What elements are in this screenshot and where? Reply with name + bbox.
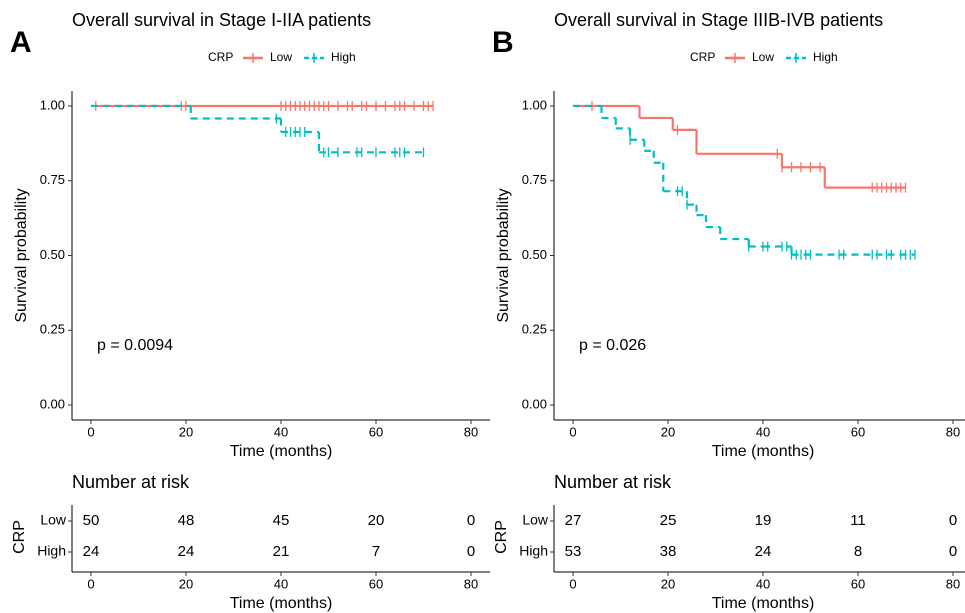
y-tick-label: 0.75 — [40, 172, 65, 187]
x-tick-label: 60 — [369, 576, 383, 591]
p-value: p = 0.026 — [579, 337, 646, 354]
y-axis-title: Survival probability — [13, 188, 30, 322]
x-tick-label: 0 — [569, 424, 576, 439]
risk-count: 7 — [372, 543, 380, 560]
risk-count: 50 — [83, 512, 100, 529]
y-tick-label: 0.25 — [40, 322, 65, 337]
survival-curve — [91, 104, 425, 158]
risk-count: 0 — [467, 543, 475, 560]
risk-count: 20 — [368, 512, 385, 529]
row-label: Low — [522, 512, 549, 528]
y-tick-label: 0.50 — [40, 247, 65, 262]
x-tick-label: 0 — [569, 576, 576, 591]
risk-count: 24 — [755, 543, 772, 560]
x-tick-label: 20 — [661, 576, 675, 591]
x-tick-label: 80 — [946, 424, 960, 439]
y-tick-label: 0.75 — [522, 172, 547, 187]
risk-count: 11 — [850, 512, 866, 529]
risk-count: 0 — [467, 512, 475, 529]
y-tick-label: 0.00 — [40, 396, 65, 411]
risk-table-title: Number at risk — [554, 472, 672, 492]
y-axis-title: Survival probability — [495, 188, 512, 322]
legend-label: High — [813, 50, 838, 64]
risk-count: 8 — [854, 543, 862, 560]
risk-count: 45 — [273, 512, 290, 529]
y-tick-label: 0.00 — [522, 396, 547, 411]
row-label: High — [519, 543, 548, 559]
x-tick-label: 40 — [274, 424, 288, 439]
x-tick-label: 80 — [464, 576, 478, 591]
x-tick-label: 20 — [179, 576, 193, 591]
x-axis-title: Time (months) — [230, 443, 333, 460]
y-tick-label: 1.00 — [40, 97, 65, 112]
legend-label: Low — [270, 50, 292, 64]
risk-count: 21 — [273, 543, 290, 560]
row-label: High — [37, 543, 66, 559]
legend-title: CRP — [208, 50, 233, 64]
x-tick-label: 20 — [661, 424, 675, 439]
panel-label: B — [492, 26, 514, 59]
chart-title: Overall survival in Stage I-IIA patients — [72, 10, 371, 30]
risk-count: 53 — [565, 543, 582, 560]
y-tick-label: 0.50 — [522, 247, 547, 262]
risk-count: 0 — [949, 512, 957, 529]
risk-table-title: Number at risk — [72, 472, 190, 492]
p-value: p = 0.0094 — [97, 337, 173, 354]
survival-curve — [573, 104, 916, 260]
table-y-title: CRP — [11, 520, 28, 554]
x-tick-label: 0 — [87, 576, 94, 591]
chart-title: Overall survival in Stage IIIB-IVB patie… — [554, 10, 883, 30]
x-axis-title: Time (months) — [712, 443, 815, 460]
x-tick-label: 60 — [851, 424, 865, 439]
table-y-title: CRP — [493, 520, 510, 554]
x-tick-label: 40 — [756, 424, 770, 439]
x-tick-label: 20 — [179, 424, 193, 439]
y-tick-label: 1.00 — [522, 97, 547, 112]
x-tick-label: 60 — [851, 576, 865, 591]
legend-label: High — [331, 50, 356, 64]
x-tick-label: 40 — [274, 576, 288, 591]
risk-count: 0 — [949, 543, 957, 560]
risk-count: 27 — [565, 512, 582, 529]
risk-count: 24 — [83, 543, 100, 560]
x-tick-label: 80 — [464, 424, 478, 439]
risk-count: 19 — [755, 512, 772, 529]
x-tick-label: 60 — [369, 424, 383, 439]
legend-title: CRP — [690, 50, 715, 64]
row-label: Low — [40, 512, 67, 528]
y-tick-label: 0.25 — [522, 322, 547, 337]
x-axis-title: Time (months) — [230, 595, 333, 612]
risk-count: 25 — [660, 512, 677, 529]
x-tick-label: 40 — [756, 576, 770, 591]
panel-label: A — [10, 26, 32, 59]
x-tick-label: 80 — [946, 576, 960, 591]
survival-curve — [573, 100, 907, 193]
x-axis-title: Time (months) — [712, 595, 815, 612]
risk-count: 24 — [178, 543, 195, 560]
legend-label: Low — [752, 50, 774, 64]
x-tick-label: 0 — [87, 424, 94, 439]
risk-count: 38 — [660, 543, 677, 560]
risk-count: 48 — [178, 512, 195, 529]
